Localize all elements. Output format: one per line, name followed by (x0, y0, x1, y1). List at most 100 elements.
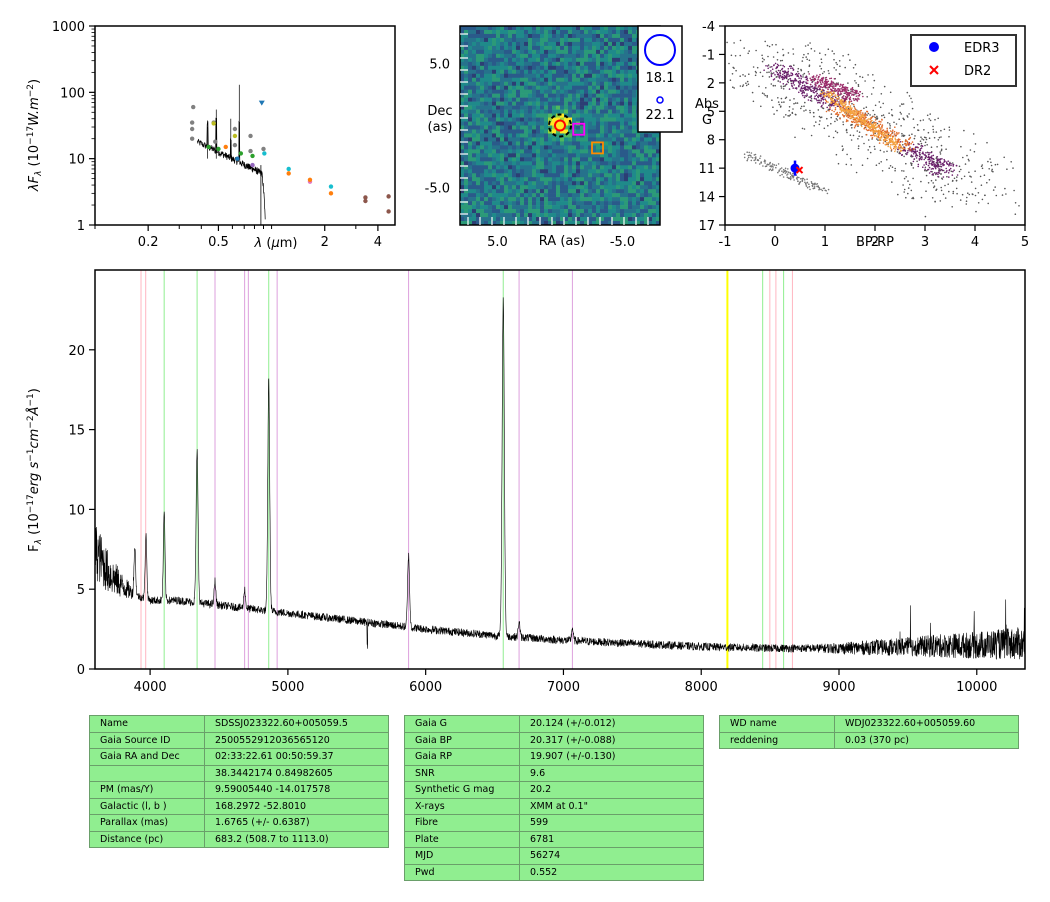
image-pixel (532, 161, 537, 166)
image-pixel (516, 61, 521, 67)
hrd-density-dot (797, 75, 800, 78)
image-pixel (544, 57, 549, 63)
image-pixel (548, 133, 553, 138)
image-pixel (460, 117, 465, 122)
hrd-density-dot (861, 113, 864, 116)
image-pixel (460, 65, 465, 71)
image-pixel (592, 26, 597, 31)
image-pixel (548, 26, 553, 31)
hrd-density-dot (924, 156, 927, 159)
image-pixel (656, 169, 660, 174)
image-pixel (656, 165, 660, 170)
hrd-density-dot (798, 183, 800, 185)
image-pixel (460, 45, 465, 51)
hrd-density-dot (920, 196, 923, 199)
image-pixel (516, 93, 521, 98)
image-pixel (620, 113, 625, 118)
image-pixel (628, 89, 633, 94)
hrd-density-dot (872, 132, 875, 134)
image-pixel (516, 73, 521, 79)
image-pixel (644, 197, 649, 202)
image-pixel (524, 69, 529, 75)
image-pixel (620, 205, 625, 210)
hrd-density-dot (854, 80, 856, 82)
hrd-density-dot (865, 134, 868, 136)
hrd-density-dot (837, 114, 839, 116)
image-pixel (464, 37, 469, 43)
image-pixel (604, 181, 609, 186)
image-pixel (520, 157, 525, 162)
image-pixel (596, 105, 601, 110)
image-pixel (476, 133, 481, 138)
hrd-density-dot (908, 134, 911, 137)
image-pixel (600, 45, 605, 51)
hrd-density-dot (819, 92, 822, 95)
hrd-density-dot (907, 149, 909, 152)
image-pixel (460, 149, 465, 154)
hrd-density-dot (909, 150, 911, 152)
hrd-density-dot (782, 70, 784, 73)
image-pixel (464, 121, 469, 126)
hrd-density-dot (764, 160, 767, 162)
hrd-density-dot (908, 138, 910, 141)
hrd-density-dot (800, 75, 802, 78)
image-pixel (604, 197, 609, 202)
hrd-density-dot (848, 103, 850, 105)
image-pixel (608, 81, 613, 86)
hrd-density-dot (963, 175, 966, 178)
hrd-density-dot (820, 97, 823, 100)
image-pixel (588, 97, 593, 102)
image-pixel (624, 221, 629, 225)
image-pixel (648, 209, 653, 214)
image-pixel (624, 69, 629, 75)
hrd-density-dot (799, 181, 802, 183)
image-pixel (512, 33, 517, 39)
hrd-density-dot (792, 69, 795, 71)
hrd-density-dot (921, 138, 923, 140)
image-pixel (516, 217, 521, 222)
image-pixel (512, 77, 517, 83)
hrd-density-dot (909, 148, 912, 151)
hrd-density-dot (777, 64, 780, 67)
image-pixel (572, 149, 577, 154)
image-pixel (512, 197, 517, 202)
image-pixel (584, 97, 589, 102)
image-pixel (540, 49, 545, 55)
sed-point (386, 209, 391, 214)
image-pixel (460, 49, 465, 55)
image-pixel (500, 161, 505, 166)
hrd-density-dot (871, 122, 874, 124)
image-pixel (556, 221, 561, 225)
hrd-density-dot (924, 215, 927, 218)
hrd-density-dot (837, 162, 840, 165)
image-pixel (564, 173, 569, 178)
image-pixel (468, 185, 473, 190)
image-pixel (504, 65, 509, 71)
image-pixel (580, 217, 585, 222)
hrd-density-dot (876, 122, 879, 125)
hrd-density-dot (835, 84, 837, 86)
hrd-density-dot (881, 132, 884, 135)
image-pixel (472, 41, 477, 47)
hrd-density-dot (864, 120, 866, 122)
image-pixel (568, 117, 573, 122)
image-pixel (608, 201, 613, 206)
hrd-density-dot (801, 87, 803, 90)
image-pixel (512, 205, 517, 210)
image-pixel (468, 113, 473, 118)
image-pixel (628, 129, 633, 134)
image-pixel (556, 81, 561, 86)
image-pixel (488, 57, 493, 63)
image-pixel (508, 33, 513, 39)
image-pixel (556, 125, 561, 130)
hrd-density-dot (793, 102, 795, 105)
image-pixel (492, 26, 497, 31)
image-pixel (560, 29, 565, 35)
hrd-density-dot (894, 150, 896, 153)
hrd-density-dot (799, 74, 802, 77)
image-pixel (628, 101, 633, 106)
image-pixel (620, 169, 625, 174)
image-pixel (512, 173, 517, 178)
hrd-density-dot (839, 85, 841, 87)
image-pixel (520, 29, 525, 35)
